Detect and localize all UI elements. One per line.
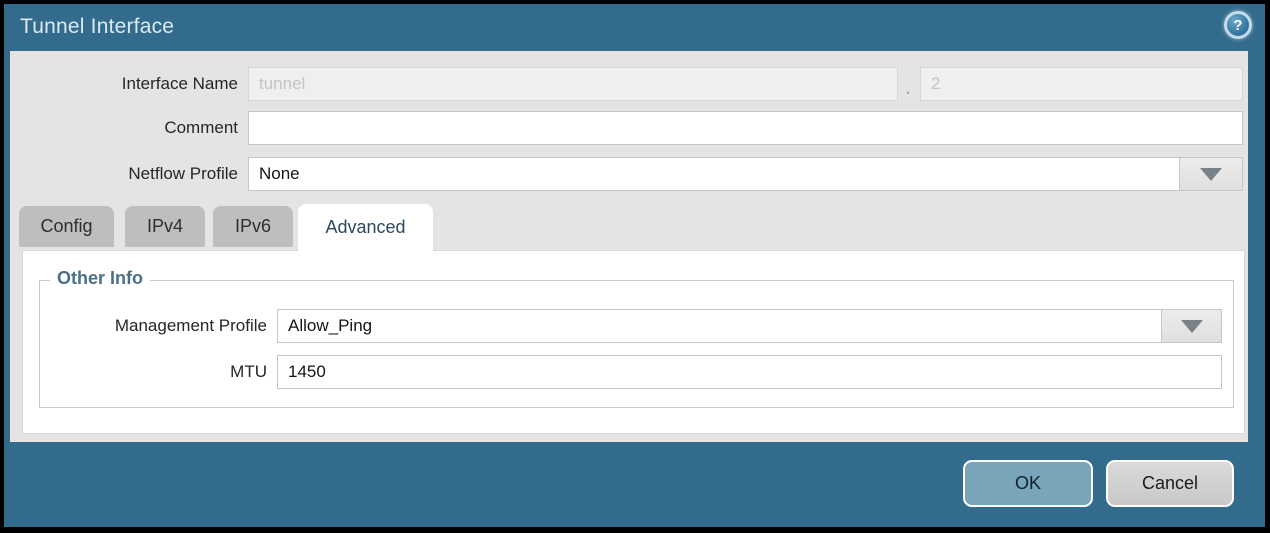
interface-name-separator: . (904, 74, 912, 99)
chevron-down-icon (1200, 167, 1222, 181)
mtu-label: MTU (230, 362, 267, 381)
tab-advanced[interactable]: Advanced (298, 204, 433, 251)
interface-unit-input (920, 67, 1243, 101)
tab-ipv6[interactable]: IPv6 (213, 206, 293, 247)
netflow-profile-dropdown-button[interactable] (1180, 157, 1243, 191)
comment-label: Comment (164, 118, 238, 137)
management-profile-dropdown-button[interactable] (1162, 309, 1222, 343)
advanced-tab-panel: Other Info Management Profile MTU (22, 250, 1245, 434)
management-profile-label: Management Profile (114, 316, 267, 335)
cancel-button[interactable]: Cancel (1106, 460, 1234, 507)
interface-name-input (248, 67, 898, 101)
netflow-profile-label: Netflow Profile (128, 164, 238, 183)
mtu-input[interactable] (277, 355, 1222, 389)
tab-ipv4[interactable]: IPv4 (125, 206, 205, 247)
netflow-profile-select[interactable] (248, 157, 1180, 191)
interface-name-label: Interface Name (121, 74, 238, 93)
ok-button-label: OK (1014, 473, 1041, 493)
comment-input[interactable] (248, 111, 1243, 145)
management-profile-select[interactable] (277, 309, 1162, 343)
chevron-down-icon (1180, 319, 1203, 333)
cancel-button-label: Cancel (1141, 473, 1199, 493)
dialog-title: Tunnel Interface (20, 15, 175, 38)
tab-strip: Config IPv4 IPv6 Advanced (10, 204, 1248, 251)
help-icon[interactable]: ? (1224, 11, 1252, 39)
tab-config[interactable]: Config (19, 206, 114, 247)
other-info-section-title: Other Info (50, 268, 150, 289)
help-icon-glyph: ? (1233, 16, 1243, 34)
ok-button[interactable]: OK (963, 460, 1093, 507)
other-info-groupbox: Other Info Management Profile MTU (39, 268, 1234, 408)
dialog-body: Interface Name . Comment Netflow Profile… (10, 51, 1248, 442)
